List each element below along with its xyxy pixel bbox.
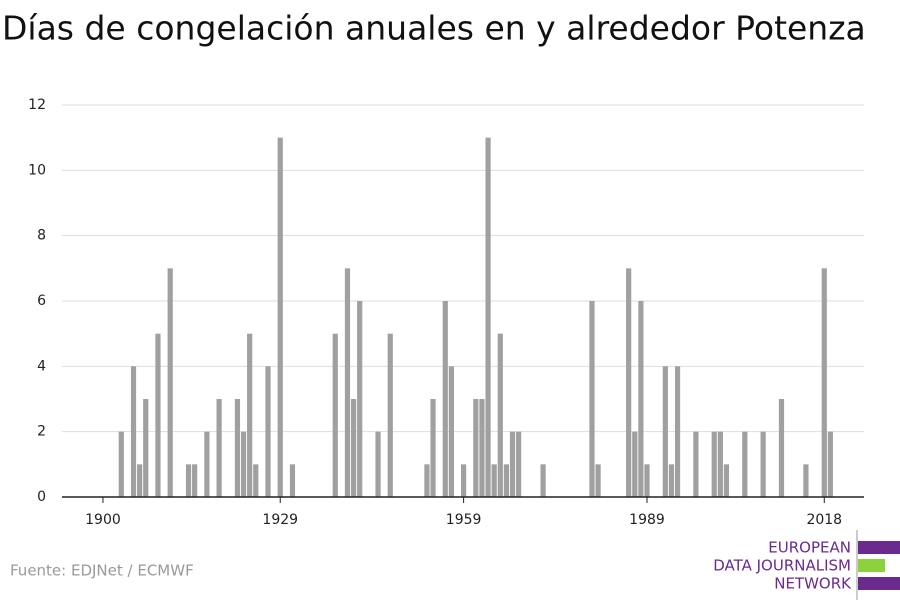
bar [668, 464, 675, 497]
chart-title: Días de congelación anuales en y alreded… [2, 9, 866, 48]
logo-bar [858, 541, 900, 554]
bar [540, 464, 546, 497]
bar [332, 333, 338, 497]
bar [192, 464, 198, 497]
bar [185, 464, 192, 497]
logo-text: NETWORK [774, 575, 852, 593]
bar [595, 464, 601, 497]
y-tick-label: 0 [37, 489, 46, 505]
bar [204, 431, 210, 497]
bar [375, 431, 381, 497]
bar [693, 431, 699, 497]
logo: EUROPEAN DATA JOURNALISM NETWORK [713, 530, 900, 600]
bar [350, 399, 357, 497]
y-tick-label: 8 [37, 228, 46, 244]
bar [632, 431, 638, 497]
bar [442, 301, 448, 497]
logo-text: DATA JOURNALISM [713, 557, 851, 575]
bar [240, 431, 247, 497]
x-tick-label: 2018 [806, 512, 842, 528]
logo-bar [858, 577, 900, 590]
bar [461, 464, 467, 497]
bar [491, 464, 497, 497]
x-tick-label: 1900 [85, 512, 121, 528]
bar [644, 464, 650, 497]
bar [497, 333, 503, 497]
bar [247, 333, 253, 497]
bar [674, 366, 681, 497]
bar [803, 464, 809, 497]
bar [473, 399, 479, 497]
bar [711, 431, 717, 497]
x-tick-label: 1929 [262, 512, 298, 528]
bar [216, 399, 222, 497]
bar [479, 399, 485, 497]
bar [143, 399, 149, 497]
bar [638, 301, 644, 497]
bar [430, 399, 436, 497]
bar [289, 464, 296, 497]
y-tick-label: 10 [28, 162, 46, 178]
bar [277, 137, 283, 497]
bar [723, 464, 730, 497]
bar [265, 366, 271, 497]
bar [130, 366, 137, 497]
bar [485, 137, 491, 497]
y-tick-label: 6 [37, 293, 46, 309]
bar [626, 268, 632, 497]
bar [424, 464, 430, 497]
bar [503, 464, 510, 497]
logo-text: EUROPEAN [768, 539, 851, 557]
bar [155, 333, 161, 497]
x-tick-label: 1959 [446, 512, 482, 528]
bar [253, 464, 259, 497]
bar [589, 301, 595, 497]
bar [516, 431, 522, 497]
bar [167, 268, 173, 497]
bar [344, 268, 351, 497]
bar [662, 366, 668, 497]
bar [509, 431, 516, 497]
logo-bar [858, 559, 885, 572]
x-tick-label: 1989 [629, 512, 665, 528]
y-tick-label: 4 [37, 358, 46, 374]
y-tick-label: 12 [28, 97, 46, 113]
source: Fuente: EDJNet / ECMWF [10, 562, 194, 580]
bar [821, 268, 827, 497]
bar [137, 464, 143, 497]
y-tick-label: 2 [37, 424, 46, 440]
bar [778, 399, 785, 497]
bar [717, 431, 723, 497]
bar [357, 301, 363, 497]
bar [118, 431, 124, 497]
bar [827, 431, 833, 497]
bar [387, 333, 393, 497]
bar [742, 431, 748, 497]
bar [760, 431, 766, 497]
bar [234, 399, 241, 497]
bar [448, 366, 454, 497]
